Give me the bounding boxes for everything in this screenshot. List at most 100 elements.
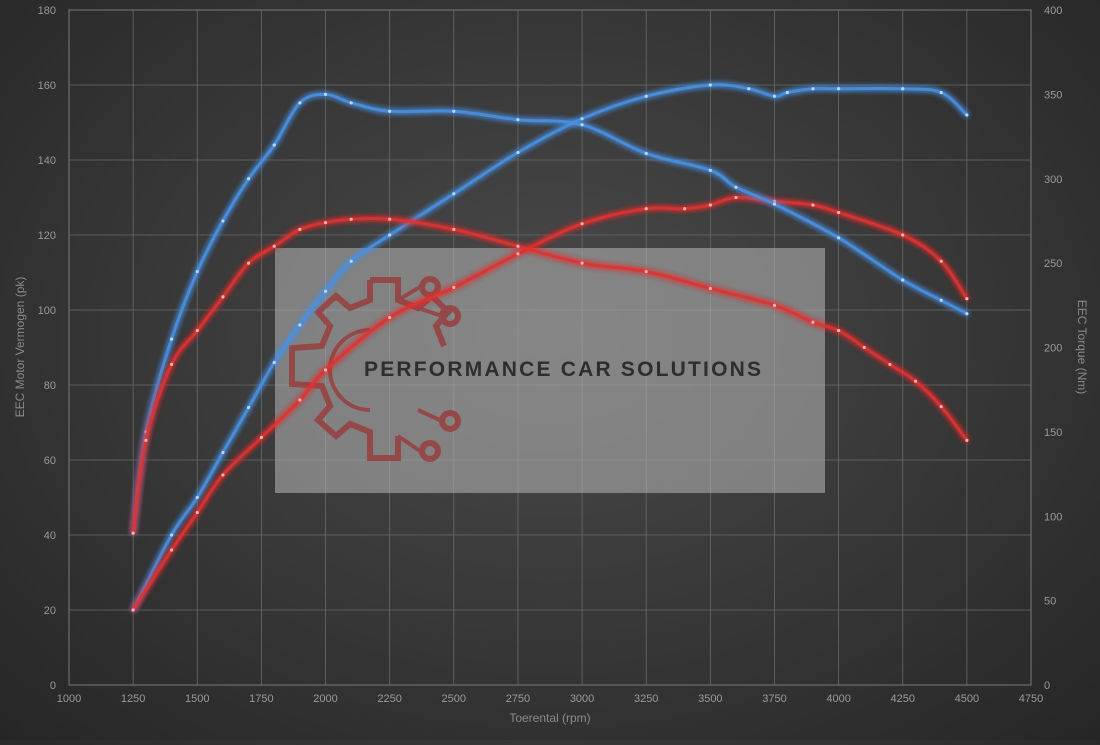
red-right-data-point: [913, 379, 918, 383]
red-right-data-point: [131, 531, 135, 535]
red-right-data-point: [939, 404, 943, 409]
blue-left-data-point: [516, 150, 520, 155]
blue-left-data-point: [772, 94, 777, 98]
x-tick-label: 2250: [377, 693, 401, 705]
red-left-data-point: [221, 473, 225, 477]
blue-right-data-point: [195, 269, 199, 274]
red-left-data-point: [837, 210, 841, 215]
red-right-data-point: [170, 362, 174, 366]
blue-left-data-point: [939, 90, 943, 95]
red-right-data-point: [580, 261, 584, 265]
y-right-tick-label: 300: [1044, 174, 1062, 186]
red-left-data-point: [580, 222, 584, 226]
red-right-data-point: [144, 438, 148, 442]
blue-right-data-point: [580, 123, 584, 127]
x-tick-label: 3250: [634, 693, 658, 705]
red-left-data-point: [298, 398, 302, 402]
y-right-axis-title: EEC Torque (Nm): [1075, 300, 1089, 394]
blue-right-data-point: [349, 101, 353, 105]
red-left-data-point: [683, 207, 687, 211]
y-left-tick-label: 100: [38, 305, 56, 317]
blue-left-data-point: [837, 87, 841, 91]
grid-lines: [68, 9, 1032, 686]
y-right-tick-label: 100: [1044, 511, 1062, 523]
blue-left-data-point: [246, 405, 251, 410]
blue-left-data-point: [298, 323, 302, 327]
x-tick-label: 1500: [185, 693, 209, 705]
red-right-data-point: [965, 438, 969, 442]
blue-right-data-point: [708, 168, 712, 172]
red-left-data-point: [131, 608, 135, 612]
plot-frame: [68, 9, 1032, 686]
watermark-panel: [275, 248, 825, 493]
blue-right-data-point: [388, 109, 392, 113]
y-right-tick-label: 350: [1044, 89, 1062, 101]
x-tick-label: 1250: [121, 693, 145, 705]
red-right-data-point: [221, 295, 225, 299]
blue-left-data-point: [708, 83, 712, 87]
red-left-data-point: [811, 203, 815, 207]
red-right-data-point: [644, 269, 648, 274]
y-left-axis-ticks: 0 20 40 60 80 100 120 140 160 180: [38, 5, 56, 692]
red-left-data-point: [901, 233, 905, 237]
red-right-data-point: [195, 329, 199, 333]
blue-left-data-point: [811, 87, 815, 91]
y-left-tick-label: 120: [38, 230, 56, 242]
blue-left-data-point: [170, 533, 174, 537]
red-right-data-point: [298, 227, 302, 231]
blue-right-data-point: [939, 298, 943, 302]
blue-right-data-point: [516, 118, 520, 122]
x-tick-label: 1000: [57, 693, 81, 705]
watermark: PERFORMANCE CAR SOLUTIONS: [275, 248, 825, 493]
blue-right-data-point: [170, 337, 174, 341]
red-right-data-point: [862, 345, 866, 350]
x-axis-title: Toerental (rpm): [509, 711, 590, 725]
blue-right-data-point: [837, 236, 841, 240]
y-right-tick-label: 150: [1044, 427, 1062, 439]
red-right-data-point: [246, 261, 251, 265]
y-left-tick-label: 40: [44, 530, 56, 542]
blue-right-data-point: [965, 312, 969, 316]
x-tick-label: 3750: [762, 693, 786, 705]
gear-circuit-logo-icon: [289, 276, 461, 462]
y-left-tick-label: 140: [38, 155, 56, 167]
y-right-axis-ticks: 0 50 100 150 200 250 300 350 400: [1044, 5, 1062, 692]
blue-left-data-point: [901, 87, 905, 91]
blue-right-data-point: [644, 151, 648, 156]
blue-right-data-point: [901, 278, 905, 282]
red-right-data-point: [772, 303, 777, 307]
blue-left-data-point: [195, 495, 199, 500]
y-left-axis-title: EEC Motor Vermogen (pk): [13, 277, 27, 418]
x-tick-label: 2000: [313, 693, 337, 705]
y-left-tick-label: 180: [38, 5, 56, 17]
blue-left-data-point: [644, 94, 648, 98]
y-left-tick-label: 80: [44, 380, 56, 392]
blue-right-data-point: [298, 101, 302, 105]
x-tick-label: 2500: [442, 693, 466, 705]
red-right-data-point: [516, 244, 520, 248]
red-right-data-point: [272, 244, 276, 248]
red-left-series-line: [131, 195, 969, 612]
blue-right-data-point: [272, 143, 276, 147]
red-right-data-point: [452, 227, 456, 231]
blue-left-data-point: [965, 113, 969, 117]
red-left-data-point: [516, 252, 520, 256]
red-left-data-point: [939, 259, 943, 263]
blue-left-data-point: [349, 259, 353, 263]
y-right-tick-label: 50: [1044, 596, 1056, 608]
blue-right-data-point: [246, 177, 251, 181]
blue-right-data-point: [323, 92, 328, 96]
blue-right-data-point: [734, 185, 738, 189]
red-left-data-point: [323, 368, 328, 372]
x-tick-label: 4750: [1019, 693, 1043, 705]
series-lines: [131, 83, 969, 612]
y-right-tick-label: 400: [1044, 5, 1062, 17]
y-left-tick-label: 0: [50, 680, 56, 692]
y-left-tick-label: 60: [44, 455, 56, 467]
y-left-tick-label: 20: [44, 605, 56, 617]
red-right-data-point: [708, 286, 712, 291]
red-left-data-point: [644, 207, 648, 211]
y-right-tick-label: 200: [1044, 343, 1062, 355]
watermark-text: PERFORMANCE CAR SOLUTIONS: [364, 358, 763, 381]
